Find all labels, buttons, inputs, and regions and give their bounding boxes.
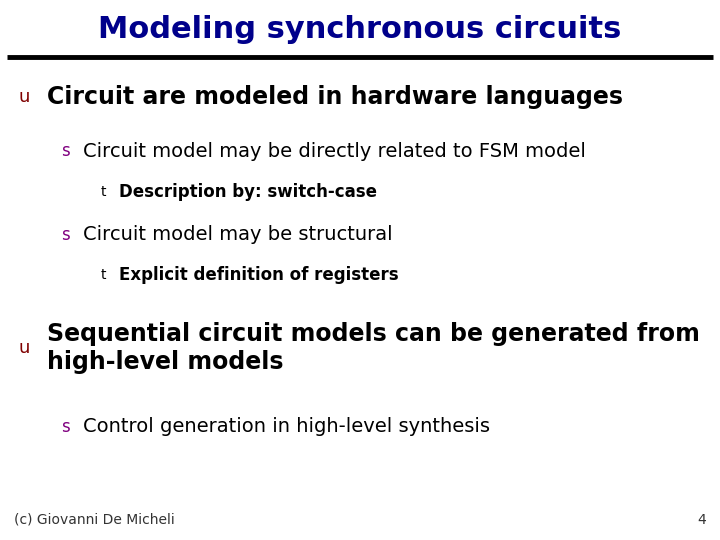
Text: Explicit definition of registers: Explicit definition of registers bbox=[119, 266, 398, 285]
Text: 4: 4 bbox=[697, 512, 706, 526]
Text: Control generation in high-level synthesis: Control generation in high-level synthes… bbox=[83, 417, 490, 436]
Text: u: u bbox=[18, 339, 30, 357]
Text: Circuit model may be directly related to FSM model: Circuit model may be directly related to… bbox=[83, 141, 585, 161]
Text: Description by: switch-case: Description by: switch-case bbox=[119, 183, 377, 201]
Text: s: s bbox=[61, 142, 70, 160]
Text: t: t bbox=[101, 268, 107, 282]
Text: (c) Giovanni De Micheli: (c) Giovanni De Micheli bbox=[14, 512, 175, 526]
Text: t: t bbox=[101, 185, 107, 199]
Text: Modeling synchronous circuits: Modeling synchronous circuits bbox=[99, 15, 621, 44]
Text: Circuit are modeled in hardware languages: Circuit are modeled in hardware language… bbox=[47, 85, 623, 109]
Text: s: s bbox=[61, 417, 70, 436]
Text: s: s bbox=[61, 226, 70, 244]
Text: u: u bbox=[18, 88, 30, 106]
Text: Circuit model may be structural: Circuit model may be structural bbox=[83, 225, 392, 245]
Text: Sequential circuit models can be generated from
high-level models: Sequential circuit models can be generat… bbox=[47, 322, 700, 374]
